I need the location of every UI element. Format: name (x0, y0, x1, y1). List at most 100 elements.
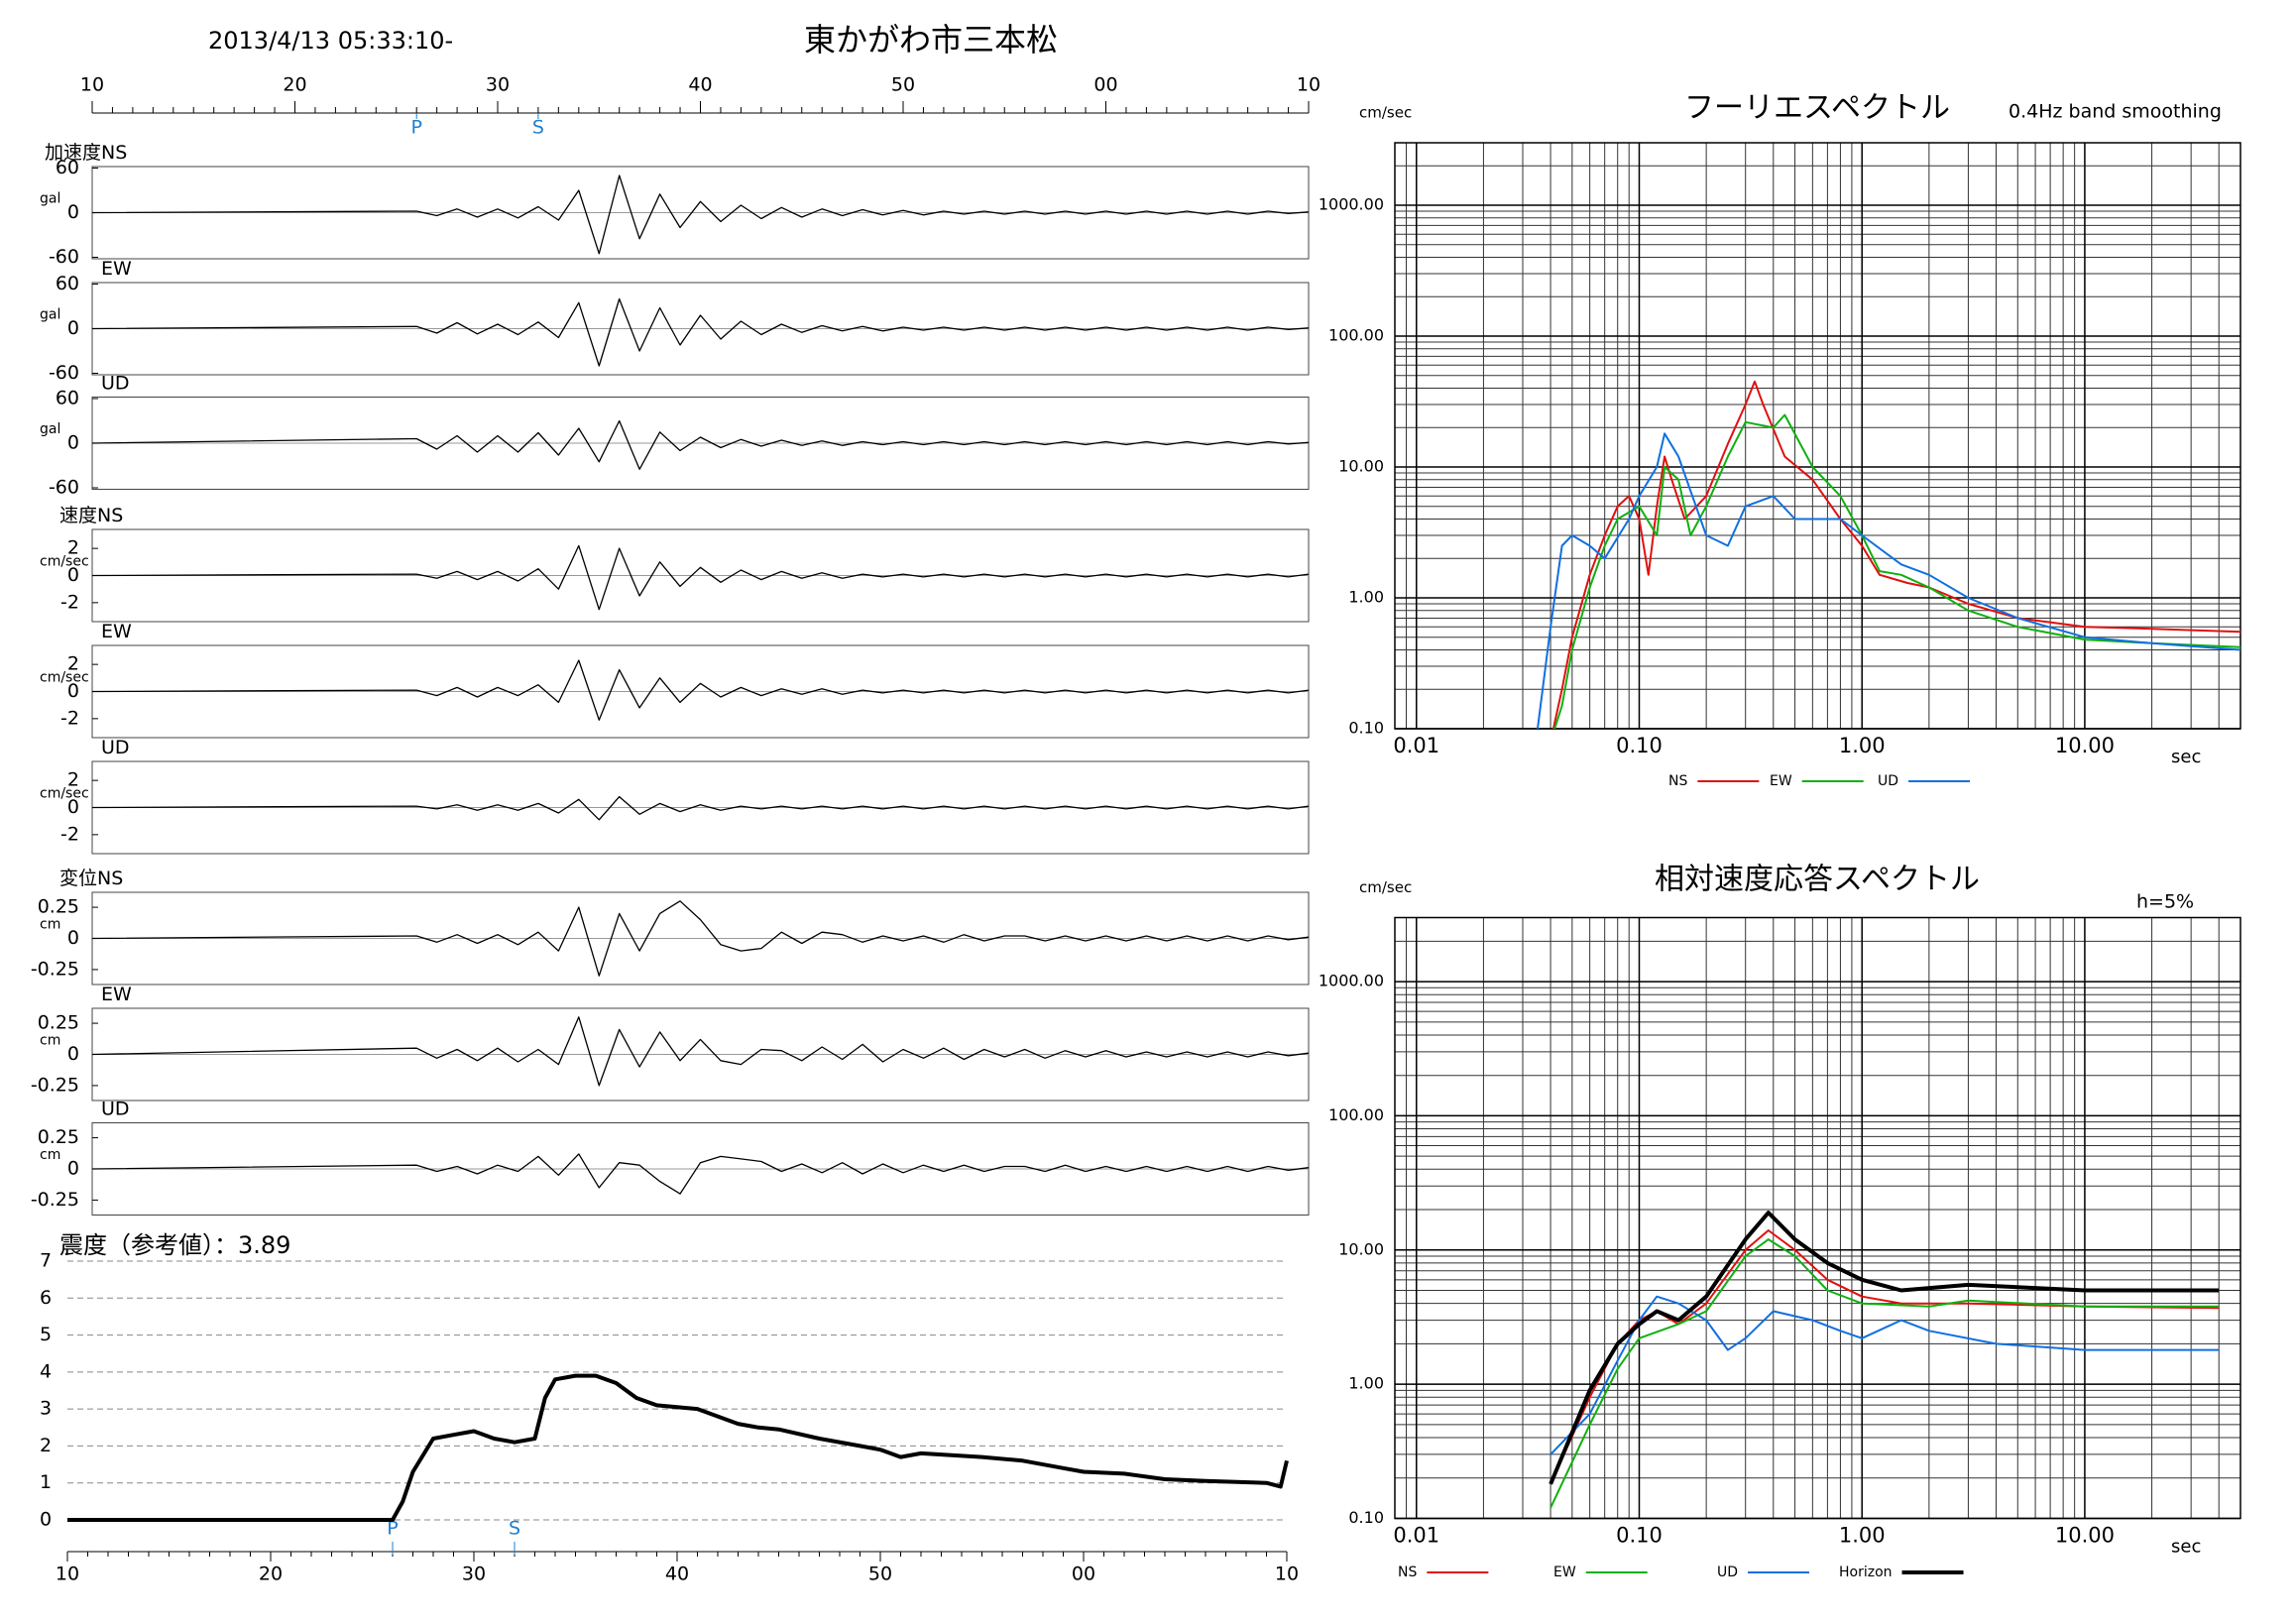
y-tick-label: 0 (67, 317, 79, 339)
x-tick-label: 00 (1072, 1564, 1095, 1585)
unit-label: cm/sec (40, 554, 89, 570)
phase-label: S (532, 117, 544, 139)
waveform (91, 174, 1310, 255)
y-tick-label: 0.25 (38, 896, 79, 918)
legend-label: NS (1398, 1565, 1417, 1580)
y-tick-label: 100.00 (1328, 1105, 1384, 1124)
y-tick-label: 0 (67, 201, 79, 223)
phase-label: P (387, 1518, 398, 1540)
unit-label: gal (40, 191, 60, 207)
x-tick-label: 40 (688, 74, 712, 96)
panel-title: EW (101, 984, 132, 1005)
spectrum-line (1551, 380, 2240, 729)
x-tick-label: 10.00 (2055, 1524, 2115, 1548)
spectrum-line (1537, 432, 2240, 729)
unit-label: cm/sec (40, 786, 89, 802)
y-tick-label: 10.00 (1338, 456, 1384, 475)
y-tick-label: 2 (67, 769, 79, 791)
x-axis-label: sec (2171, 747, 2201, 767)
x-axis-label: sec (2171, 1537, 2201, 1558)
y-tick-label: 0 (67, 796, 79, 818)
y-tick-label: 0 (67, 680, 79, 702)
y-tick-label: -2 (60, 823, 79, 845)
intensity-line (67, 1373, 1289, 1522)
y-axis-label: cm/sec (1359, 878, 1412, 896)
panel-title: EW (101, 258, 132, 280)
y-tick-label: -0.25 (31, 958, 79, 980)
legend-label: UD (1878, 773, 1898, 789)
y-tick-label: 2 (67, 537, 79, 559)
legend-label: EW (1770, 773, 1792, 789)
x-tick-label: 30 (462, 1564, 486, 1585)
y-tick-label: 100.00 (1328, 325, 1384, 344)
legend-label: NS (1668, 773, 1687, 789)
chart-subtitle: 0.4Hz band smoothing (2009, 101, 2222, 123)
x-tick-label: 50 (891, 74, 915, 96)
waveform (91, 419, 1310, 470)
y-tick-label: 60 (56, 157, 79, 178)
y-tick-label: 4 (40, 1360, 52, 1382)
x-tick-label: 10.00 (2055, 734, 2115, 757)
y-tick-label: 6 (40, 1287, 52, 1309)
y-tick-label: 0 (67, 927, 79, 949)
unit-label: cm (40, 917, 60, 933)
y-tick-label: 0 (67, 1158, 79, 1180)
y-tick-label: 1 (40, 1471, 52, 1493)
chart-title: 震度（参考値）：3.89 (59, 1231, 290, 1259)
y-tick-label: 0.25 (38, 1012, 79, 1034)
waveform (91, 1153, 1310, 1195)
y-tick-label: 0.10 (1348, 719, 1384, 738)
y-tick-label: -2 (60, 707, 79, 729)
station-title: 東かがわ市三本松 (804, 21, 1058, 58)
waveform (91, 900, 1310, 977)
y-tick-label: 60 (56, 388, 79, 409)
x-tick-label: 40 (665, 1564, 689, 1585)
legend-label: UD (1717, 1565, 1738, 1580)
y-tick-label: 1.00 (1348, 587, 1384, 606)
waveform (91, 795, 1310, 821)
y-tick-label: -0.25 (31, 1189, 79, 1211)
waveform (91, 544, 1310, 611)
x-tick-label: 1.00 (1839, 1524, 1886, 1548)
legend-label: EW (1553, 1565, 1576, 1580)
y-tick-label: 1000.00 (1319, 972, 1384, 990)
phase-label: P (410, 117, 421, 139)
x-tick-label: 10 (80, 74, 104, 96)
spectrum-line (1553, 413, 2240, 729)
y-tick-label: 3 (40, 1398, 52, 1420)
y-tick-label: 0 (67, 564, 79, 586)
panel-title: UD (101, 1099, 130, 1120)
unit-label: gal (40, 307, 60, 323)
legend-label: Horizon (1839, 1565, 1893, 1580)
panel-title: UD (101, 373, 130, 395)
y-tick-label: 0 (67, 432, 79, 454)
y-tick-label: 7 (40, 1250, 52, 1272)
y-tick-label: 2 (40, 1435, 52, 1456)
y-tick-label: 0 (67, 1043, 79, 1065)
y-tick-label: -60 (49, 246, 79, 268)
y-tick-label: 0.25 (38, 1126, 79, 1148)
unit-label: cm/sec (40, 670, 89, 686)
panel-title: EW (101, 621, 132, 642)
spectrum-line (1549, 1211, 2220, 1485)
y-tick-label: 0.10 (1348, 1508, 1384, 1527)
chart-subtitle: h=5% (2136, 891, 2194, 913)
x-tick-label: 00 (1093, 74, 1117, 96)
unit-label: cm (40, 1147, 60, 1163)
x-tick-label: 1.00 (1839, 734, 1886, 757)
panel-title: 変位NS (59, 868, 123, 889)
waveform (91, 1016, 1310, 1087)
x-tick-label: 0.01 (1393, 734, 1439, 757)
chart-title: 相対速度応答スペクトル (1655, 863, 1980, 897)
x-tick-label: 0.10 (1616, 734, 1663, 757)
x-tick-label: 10 (56, 1564, 79, 1585)
waveform (91, 297, 1310, 367)
y-axis-label: cm/sec (1359, 104, 1412, 122)
y-tick-label: 0 (40, 1509, 52, 1531)
y-tick-label: 2 (67, 653, 79, 675)
x-tick-label: 10 (1275, 1564, 1299, 1585)
panel-title: UD (101, 737, 130, 758)
x-tick-label: 30 (486, 74, 510, 96)
unit-label: cm (40, 1033, 60, 1049)
